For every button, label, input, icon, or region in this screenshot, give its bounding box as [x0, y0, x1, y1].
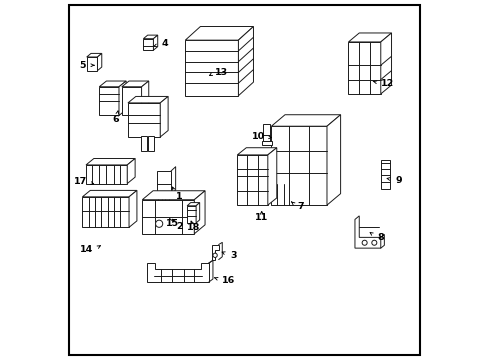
- Text: 8: 8: [376, 233, 383, 242]
- Polygon shape: [122, 81, 148, 87]
- Polygon shape: [187, 203, 199, 206]
- Polygon shape: [348, 42, 380, 94]
- Text: 9: 9: [394, 176, 401, 185]
- Polygon shape: [187, 206, 196, 223]
- Text: 14: 14: [80, 246, 93, 255]
- Polygon shape: [238, 27, 253, 96]
- Polygon shape: [86, 53, 102, 57]
- Text: 15: 15: [165, 219, 178, 228]
- Bar: [261, 140, 271, 145]
- Polygon shape: [211, 244, 218, 260]
- Polygon shape: [142, 81, 148, 116]
- Text: 4: 4: [162, 39, 168, 48]
- Polygon shape: [128, 96, 168, 103]
- Text: 6: 6: [113, 114, 119, 123]
- Bar: [263, 124, 270, 141]
- Text: 2: 2: [176, 222, 183, 231]
- Polygon shape: [99, 81, 126, 87]
- Polygon shape: [142, 200, 194, 234]
- Polygon shape: [185, 27, 253, 40]
- Polygon shape: [237, 148, 276, 155]
- Polygon shape: [122, 87, 142, 116]
- Bar: [164, 193, 169, 203]
- Bar: [140, 136, 147, 151]
- Text: 11: 11: [255, 213, 268, 222]
- Circle shape: [155, 220, 163, 227]
- Polygon shape: [354, 216, 380, 248]
- Polygon shape: [82, 197, 129, 227]
- Text: 18: 18: [186, 223, 200, 232]
- Polygon shape: [267, 148, 276, 205]
- Bar: [156, 171, 171, 194]
- Text: 1: 1: [176, 192, 183, 201]
- Polygon shape: [143, 39, 153, 50]
- Polygon shape: [380, 33, 391, 94]
- Polygon shape: [86, 57, 97, 71]
- Polygon shape: [237, 155, 267, 205]
- Circle shape: [212, 253, 217, 257]
- Text: 10: 10: [252, 132, 265, 141]
- Polygon shape: [86, 158, 135, 165]
- Text: 7: 7: [297, 202, 304, 211]
- Circle shape: [371, 240, 376, 245]
- Polygon shape: [99, 87, 119, 116]
- Text: 12: 12: [380, 79, 393, 88]
- Text: 3: 3: [230, 251, 236, 260]
- Polygon shape: [147, 263, 208, 282]
- Text: 16: 16: [222, 276, 235, 285]
- Bar: [380, 159, 389, 189]
- Polygon shape: [326, 115, 340, 205]
- Circle shape: [362, 240, 366, 245]
- Text: 17: 17: [74, 177, 87, 186]
- Polygon shape: [129, 190, 137, 227]
- Polygon shape: [271, 115, 340, 126]
- Text: 13: 13: [215, 68, 228, 77]
- Polygon shape: [97, 53, 102, 71]
- Polygon shape: [196, 203, 199, 223]
- Polygon shape: [194, 191, 204, 234]
- Text: 5: 5: [80, 61, 86, 70]
- Polygon shape: [82, 190, 137, 197]
- Bar: [158, 193, 162, 203]
- Polygon shape: [127, 158, 135, 184]
- Bar: [147, 136, 154, 151]
- Polygon shape: [153, 35, 158, 50]
- Polygon shape: [271, 126, 326, 205]
- Polygon shape: [348, 33, 391, 42]
- Polygon shape: [128, 103, 160, 137]
- Polygon shape: [160, 96, 168, 137]
- Polygon shape: [119, 81, 126, 116]
- Polygon shape: [185, 40, 238, 96]
- Polygon shape: [86, 165, 127, 184]
- Polygon shape: [143, 35, 158, 39]
- Polygon shape: [142, 191, 204, 200]
